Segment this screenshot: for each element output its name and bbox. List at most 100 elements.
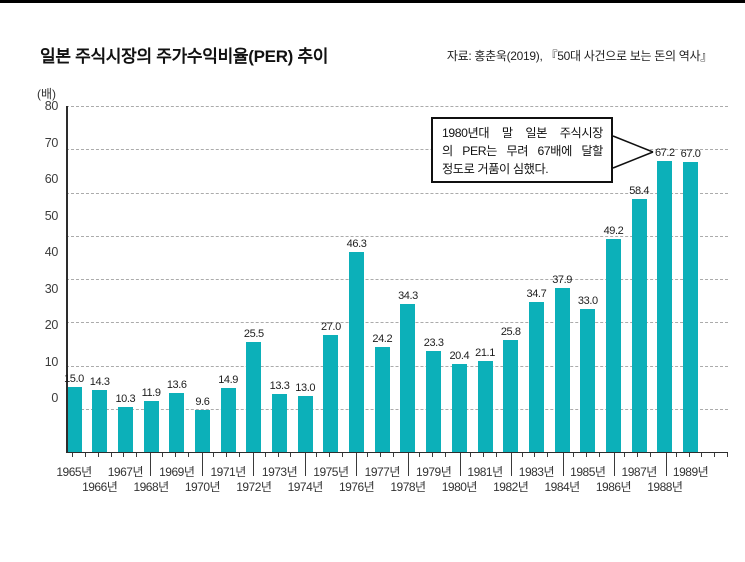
bar	[374, 347, 390, 452]
bar-value-label: 13.3	[269, 380, 290, 393]
x-axis-minor-tick	[727, 452, 729, 457]
x-axis-minor-tick	[316, 452, 318, 457]
gridline	[66, 408, 728, 410]
x-axis-year-label: 1985년	[570, 465, 606, 479]
bar-value-label: 15.0	[64, 373, 84, 386]
bar	[683, 162, 699, 452]
bar	[605, 239, 621, 452]
bar	[92, 390, 108, 452]
gridline	[66, 365, 728, 367]
bar-value-label: 34.7	[526, 287, 547, 300]
bar-value-label: 58.4	[629, 185, 650, 198]
bar-value-label: 49.2	[603, 225, 624, 238]
bar	[451, 363, 467, 452]
bar	[117, 407, 133, 452]
x-axis-year-label: 1968년	[133, 479, 169, 494]
x-axis-minor-tick	[483, 452, 485, 457]
bar	[528, 301, 544, 452]
bar-value-label: 14.3	[89, 376, 110, 389]
x-axis-year-label: 1987년	[621, 465, 658, 479]
bar	[194, 410, 210, 452]
x-axis-minor-tick	[393, 452, 395, 457]
bar	[554, 288, 570, 452]
x-axis-minor-tick	[675, 452, 677, 457]
x-axis-minor-tick	[328, 452, 330, 457]
x-axis-long-tick	[304, 452, 306, 476]
bar	[169, 393, 185, 452]
x-axis-minor-tick	[650, 452, 652, 457]
chart-title: 일본 주식시장의 주가수익비율(PER) 추이	[40, 47, 329, 66]
bar-value-label: 21.1	[475, 346, 495, 359]
x-axis-year-label: 1970년	[184, 479, 221, 494]
x-axis-long-tick	[614, 452, 616, 476]
x-axis-year-label: 1981년	[467, 465, 503, 479]
y-axis-tick-label: 40	[44, 245, 59, 259]
x-axis-year-label: 1973년	[261, 465, 298, 479]
x-axis-minor-tick	[547, 452, 549, 457]
gridline	[66, 192, 728, 194]
annotation-line: 정도로 거품이 심했다.	[442, 162, 549, 177]
x-axis-minor-tick	[226, 452, 228, 457]
x-axis-year-label: 1979년	[416, 465, 452, 479]
bar-value-label: 14.9	[218, 373, 239, 386]
x-axis-minor-tick	[136, 452, 138, 457]
x-axis-year-label: 1983년	[518, 465, 555, 479]
y-axis-tick-label: 60	[44, 172, 59, 186]
x-axis-long-tick	[201, 452, 203, 476]
bar	[66, 387, 82, 452]
bar-value-label: 11.9	[141, 386, 161, 399]
bar	[631, 199, 647, 452]
x-axis-long-tick	[150, 452, 151, 476]
x-axis-minor-tick	[161, 452, 163, 457]
x-axis-long-tick	[459, 452, 461, 476]
x-axis-minor-tick	[585, 452, 587, 457]
bar	[246, 341, 262, 452]
bar	[426, 351, 442, 452]
bar-value-label: 24.2	[372, 333, 393, 346]
bar-value-label: 25.5	[243, 327, 264, 340]
x-axis-year-label: 1965년	[56, 465, 92, 479]
x-axis-minor-tick	[84, 452, 86, 457]
x-axis-year-label: 1974년	[287, 479, 324, 494]
x-axis-year-label: 1971년	[210, 465, 247, 479]
x-axis-minor-tick	[213, 452, 215, 457]
bar-value-label: 10.3	[115, 393, 136, 406]
x-axis-minor-tick	[598, 452, 600, 457]
x-axis-minor-tick	[277, 452, 279, 457]
x-axis-year-label: 1982년	[493, 479, 529, 494]
bar	[477, 360, 493, 452]
x-axis-minor-tick	[701, 452, 703, 457]
x-axis-year-label: 1975년	[313, 465, 349, 479]
bar-value-label: 37.9	[552, 274, 573, 287]
x-axis-minor-tick	[97, 452, 99, 457]
x-axis-minor-tick	[72, 452, 73, 457]
annotation-line: 의 PER는 무려 67배에 달할	[442, 144, 603, 159]
x-axis-minor-tick	[495, 452, 497, 457]
chart-source-citation: 자료: 홍춘욱(2019), 『50대 사건으로 보는 돈의 역사』	[446, 49, 712, 63]
bar-value-label: 25.8	[500, 326, 521, 339]
annotation-pointer	[612, 135, 654, 169]
bar-value-label: 67.2	[654, 147, 675, 160]
x-axis-minor-tick	[290, 452, 292, 457]
bar-value-label: 13.6	[166, 379, 187, 392]
x-axis-year-label: 1976년	[338, 479, 375, 494]
gridline	[66, 322, 728, 324]
x-axis-long-tick	[562, 452, 564, 476]
gridline	[66, 106, 728, 107]
bar-value-label: 34.3	[398, 289, 418, 302]
x-axis-long-tick	[356, 452, 358, 476]
bar-value-label: 9.6	[195, 396, 210, 409]
y-axis-tick-label: 50	[44, 208, 59, 223]
x-axis-year-label: 1977년	[364, 465, 401, 479]
x-axis-line	[66, 451, 728, 453]
x-axis-minor-tick	[174, 452, 176, 457]
x-axis-long-tick	[408, 452, 409, 476]
bar	[580, 309, 596, 452]
x-axis-year-label: 1978년	[390, 479, 426, 494]
x-axis-year-label: 1989년	[672, 465, 709, 479]
x-axis-minor-tick	[688, 452, 690, 457]
y-axis-tick-label: 0	[51, 391, 58, 405]
bar-value-label: 46.3	[346, 237, 367, 250]
x-axis-minor-tick	[123, 452, 125, 457]
